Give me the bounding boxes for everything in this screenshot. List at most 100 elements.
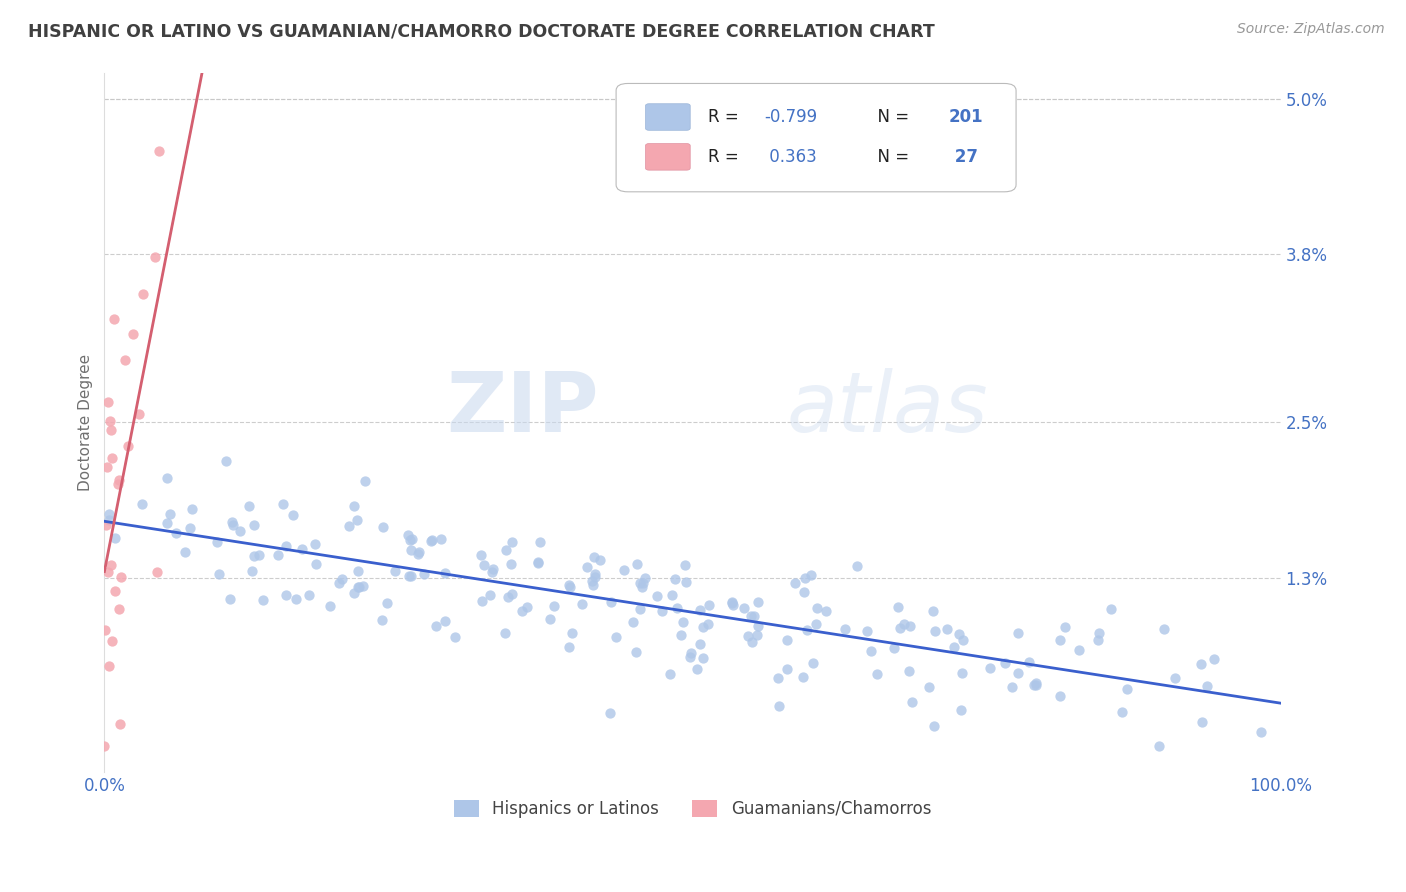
Point [240, 564, 263, 578]
Point [342, 499, 364, 513]
Text: HISPANIC OR LATINO VS GUAMANIAN/CHAMORRO DOCTORATE DEGREE CORRELATION CHART: HISPANIC OR LATINO VS GUAMANIAN/CHAMORRO… [28, 22, 935, 40]
Point [1049, 633, 1071, 648]
Point [1111, 706, 1133, 720]
Point [291, 541, 314, 556]
Point [898, 619, 921, 633]
Point [401, 533, 423, 547]
Point [692, 651, 714, 665]
Point [1191, 714, 1213, 729]
Point [860, 644, 883, 658]
Point [692, 620, 714, 634]
Point [384, 564, 406, 578]
Point [425, 619, 447, 633]
Point [97, 658, 120, 673]
Point [886, 599, 908, 614]
Point [785, 576, 807, 591]
Point [114, 352, 136, 367]
Point [156, 471, 179, 485]
Point [375, 596, 398, 610]
Point [845, 559, 868, 574]
Point [675, 574, 697, 589]
Point [97, 394, 120, 409]
Point [304, 536, 326, 550]
Point [132, 286, 155, 301]
Point [143, 250, 166, 264]
Point [429, 532, 451, 546]
Point [274, 588, 297, 602]
Point [747, 619, 769, 633]
Point [243, 549, 266, 563]
Point [950, 666, 973, 681]
Point [401, 542, 423, 557]
Point [494, 625, 516, 640]
Point [266, 548, 288, 562]
Point [768, 698, 790, 713]
Point [697, 599, 720, 613]
Point [575, 560, 598, 574]
Point [298, 589, 321, 603]
Point [103, 311, 125, 326]
Point [108, 473, 131, 487]
Point [1069, 643, 1091, 657]
Point [1007, 626, 1029, 640]
Point [583, 570, 606, 584]
Point [101, 634, 124, 648]
Text: R =: R = [707, 108, 744, 126]
Point [801, 657, 824, 671]
Point [856, 624, 879, 638]
Point [558, 578, 581, 592]
Point [156, 516, 179, 530]
Point [346, 565, 368, 579]
Point [145, 566, 167, 580]
Point [501, 534, 523, 549]
Point [686, 662, 709, 676]
Point [107, 602, 129, 616]
Point [633, 570, 655, 584]
Point [529, 535, 551, 549]
Text: R =: R = [707, 148, 744, 166]
Point [651, 604, 673, 618]
Point [1101, 602, 1123, 616]
Point [148, 144, 170, 158]
Point [396, 528, 419, 542]
Point [814, 604, 837, 618]
Point [512, 604, 534, 618]
FancyBboxPatch shape [645, 144, 690, 170]
Point [918, 680, 941, 694]
Point [581, 574, 603, 589]
Point [893, 617, 915, 632]
Point [471, 594, 494, 608]
Point [664, 572, 686, 586]
Point [599, 706, 621, 720]
Point [252, 593, 274, 607]
Text: N =: N = [866, 148, 914, 166]
Point [1018, 655, 1040, 669]
Point [924, 624, 946, 638]
Point [1189, 657, 1212, 672]
Point [174, 545, 197, 559]
Point [889, 621, 911, 635]
Point [93, 739, 115, 753]
Text: N =: N = [866, 108, 914, 126]
Point [470, 548, 492, 562]
Point [979, 661, 1001, 675]
Point [1001, 680, 1024, 694]
Point [482, 562, 505, 576]
Point [107, 476, 129, 491]
Point [408, 547, 430, 561]
Point [538, 612, 561, 626]
Point [96, 517, 118, 532]
Text: atlas: atlas [787, 368, 988, 449]
Point [499, 557, 522, 571]
Point [1024, 677, 1046, 691]
Point [181, 502, 204, 516]
Point [776, 633, 799, 648]
Point [866, 666, 889, 681]
Point [994, 657, 1017, 671]
Point [346, 580, 368, 594]
Point [721, 598, 744, 612]
Point [1007, 665, 1029, 680]
Point [1116, 681, 1139, 696]
Point [495, 543, 517, 558]
Point [179, 521, 201, 535]
